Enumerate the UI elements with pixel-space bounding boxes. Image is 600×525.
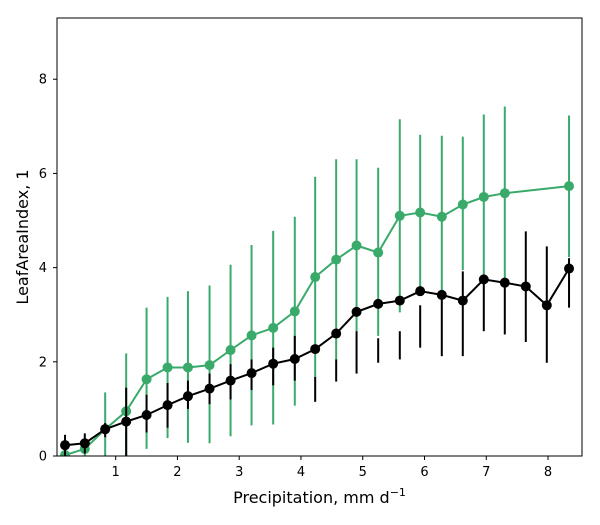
data-point-green	[499, 188, 510, 199]
data-point-green	[268, 322, 279, 333]
x-tick-label: 8	[544, 465, 552, 480]
data-point-green	[331, 254, 342, 265]
data-point-black	[520, 281, 531, 292]
data-point-black	[204, 383, 215, 394]
data-point-green	[394, 210, 405, 221]
plot-frame	[56, 17, 583, 457]
y-tick-label: 0	[39, 450, 47, 465]
data-point-green	[141, 374, 152, 385]
data-point-black	[310, 344, 321, 355]
data-point-green	[457, 199, 468, 210]
data-point-green	[225, 345, 236, 356]
data-point-black	[541, 300, 552, 311]
data-point-green	[310, 272, 321, 283]
data-point-black	[457, 295, 468, 306]
y-axis-label: LeafAreaIndex, 1	[13, 169, 32, 304]
plot-area	[60, 106, 575, 456]
data-point-green	[373, 247, 384, 258]
data-point-black	[100, 424, 111, 435]
x-tick-label: 6	[420, 465, 428, 480]
x-axis-label-sup: −1	[390, 486, 406, 499]
data-point-black	[60, 440, 71, 451]
data-point-black	[351, 306, 362, 317]
data-point-green	[415, 207, 426, 218]
data-point-green	[564, 181, 575, 192]
data-point-black	[564, 263, 575, 274]
y-tick-label: 8	[39, 73, 47, 88]
data-point-black	[121, 416, 132, 427]
data-point-black	[79, 438, 90, 449]
data-point-black	[331, 328, 342, 339]
data-point-green	[246, 330, 257, 341]
series-green	[60, 106, 575, 456]
data-point-black	[394, 295, 405, 306]
series-line-black	[64, 268, 570, 447]
data-point-black	[162, 400, 173, 411]
y-tick-label: 6	[39, 167, 47, 182]
data-point-black	[289, 353, 300, 364]
data-point-green	[289, 306, 300, 317]
axis-ticks: 1 2 3 4 5 6 7 8 0 2 4 6 8	[39, 73, 552, 480]
data-point-black	[141, 410, 152, 421]
x-tick-label: 4	[297, 465, 305, 480]
x-tick-label: 5	[359, 465, 367, 480]
data-point-black	[478, 274, 489, 285]
data-point-black	[499, 277, 510, 288]
data-point-black	[373, 298, 384, 309]
data-point-black	[246, 368, 257, 379]
data-point-green	[351, 240, 362, 251]
y-tick-label: 4	[39, 261, 47, 276]
data-point-green	[182, 362, 193, 373]
x-axis-label-text: Precipitation, mm d	[233, 488, 390, 507]
x-tick-label: 3	[235, 465, 243, 480]
series-line-green	[64, 185, 570, 456]
y-tick-label: 2	[39, 355, 47, 370]
data-point-green	[478, 191, 489, 202]
data-point-black	[225, 375, 236, 386]
data-point-black	[268, 358, 279, 369]
data-point-green	[162, 362, 173, 373]
x-axis-label: Precipitation, mm d−1	[233, 486, 406, 507]
series-black	[60, 231, 575, 456]
x-tick-label: 1	[112, 465, 120, 480]
x-tick-label: 7	[482, 465, 490, 480]
data-point-black	[415, 286, 426, 297]
data-point-green	[204, 360, 215, 371]
data-point-green	[436, 211, 447, 222]
x-tick-label: 2	[173, 465, 181, 480]
data-point-black	[436, 289, 447, 300]
data-point-black	[182, 391, 193, 402]
